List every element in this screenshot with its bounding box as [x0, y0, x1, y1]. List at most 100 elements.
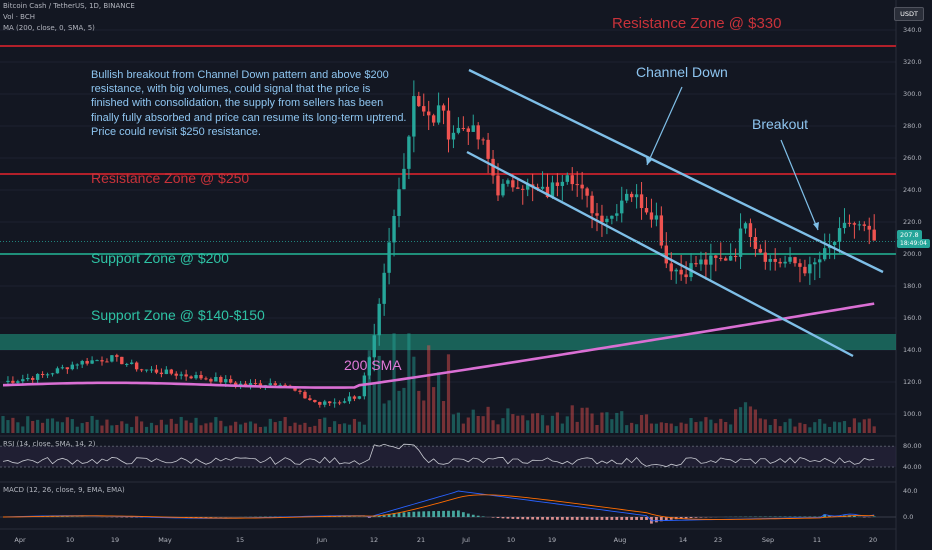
volume-bar [709, 419, 713, 433]
sma-200-line [2, 302, 875, 389]
volume-bar [704, 417, 708, 433]
candle-body [139, 369, 144, 371]
volume-bar [694, 422, 698, 433]
macd-hist-bar [590, 517, 594, 520]
volume-bar [620, 411, 624, 433]
volume-bar [55, 421, 60, 433]
macd-hist-bar [447, 510, 450, 517]
macd-label: MACD (12, 26, close, 9, EMA, EMA) [3, 486, 125, 494]
candle-body [837, 228, 842, 242]
rsi-band [0, 446, 896, 467]
volume-bar [278, 420, 282, 433]
symbol-title: Bitcoin Cash / TetherUS, 1D, BINANCE [3, 2, 135, 10]
candle-body [347, 396, 352, 402]
volume-bar [125, 423, 129, 433]
volume-bar [862, 419, 866, 433]
candle-body [367, 357, 371, 376]
candle-body [243, 383, 248, 386]
volume-bar [219, 420, 223, 433]
volume-bar [41, 422, 45, 433]
macd-hist-bar [412, 511, 416, 517]
volume-bar [31, 420, 35, 433]
macd-hist-bar [407, 512, 411, 517]
macd-hist-bar [615, 517, 619, 520]
volume-bar [333, 421, 337, 433]
volume-bar [214, 417, 218, 433]
volume-bar [867, 418, 871, 433]
volume-bar [590, 413, 594, 433]
candle-body [35, 373, 40, 380]
volume-bar [387, 400, 391, 433]
volume-bar [209, 422, 213, 433]
candle-body [16, 381, 20, 383]
candle-body [654, 215, 659, 220]
volume-bar [303, 422, 307, 433]
volume-bar [565, 416, 569, 433]
candle-body [758, 248, 763, 253]
volume-bar [857, 422, 861, 433]
breakout-pointer-arrow [813, 222, 819, 230]
candle-body [639, 194, 644, 209]
candle-body [516, 187, 520, 189]
candle-body [496, 175, 500, 196]
candle-body [486, 139, 490, 159]
volume-bar [847, 427, 852, 433]
volume-bar [164, 424, 168, 433]
macd-hist-bar [546, 517, 549, 520]
volume-bar [545, 425, 550, 433]
volume-bar [338, 424, 342, 433]
volume-bar [80, 423, 84, 433]
volume-bar [273, 422, 277, 433]
volume-bar [476, 415, 480, 433]
time-tick-label: 19 [111, 536, 119, 544]
macd-hist-bar [377, 515, 381, 517]
volume-bar [560, 423, 564, 433]
candle-body [248, 383, 253, 386]
support-zone-band [0, 334, 896, 350]
candle-body [318, 402, 322, 405]
volume-bar [461, 423, 465, 433]
candle-body [100, 360, 104, 362]
candle-body [229, 379, 233, 383]
candle-body [615, 213, 619, 216]
candle-body [862, 224, 866, 226]
volume-bar [654, 423, 658, 433]
macd-signal-line [2, 494, 875, 520]
candle-body [526, 184, 530, 190]
volume-bar [679, 422, 683, 433]
candle-body [154, 369, 159, 373]
macd-hist-bar [853, 515, 856, 517]
time-tick-label: 14 [679, 536, 687, 544]
candle-body [372, 335, 376, 358]
volume-bar [823, 423, 827, 433]
channel-pointer [646, 86, 683, 166]
macd-hist-bar [506, 517, 510, 519]
volume-bar [456, 412, 460, 433]
candle-body [471, 125, 475, 132]
volume-bar [204, 423, 208, 433]
macd-hist-bar [664, 517, 668, 521]
macd-hist-bar [476, 515, 480, 517]
volume-bar [437, 372, 441, 433]
breakout-label: Breakout [752, 116, 809, 132]
time-tick-label: Jul [461, 536, 470, 544]
macd-hist-bar [516, 517, 520, 520]
volume-bar [243, 422, 248, 433]
candle-body [436, 105, 441, 123]
macd-hist-bar [872, 516, 876, 517]
candle-body [625, 193, 629, 201]
time-tick-label: 10 [66, 536, 74, 544]
candle-body [451, 132, 456, 140]
candle-body [560, 181, 565, 186]
candle-body [456, 127, 461, 133]
volume-bar [253, 423, 258, 433]
candle-body [6, 380, 10, 383]
currency-button[interactable]: USDT [894, 7, 924, 21]
candle-body [768, 258, 772, 262]
volume-bar [95, 419, 99, 433]
macd-hist-bar [565, 517, 569, 520]
candle-body [724, 258, 728, 261]
candle-body [120, 356, 124, 365]
candle-body [788, 257, 792, 262]
candle-body [323, 401, 327, 405]
